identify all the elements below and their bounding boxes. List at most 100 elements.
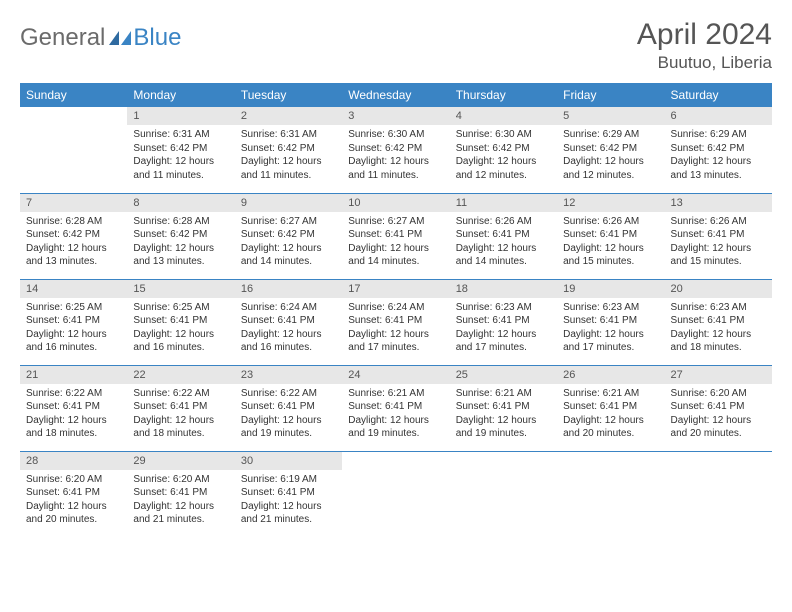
day-details: Sunrise: 6:26 AMSunset: 6:41 PMDaylight:…	[557, 212, 664, 273]
day-number: 26	[557, 366, 664, 384]
day-details: Sunrise: 6:29 AMSunset: 6:42 PMDaylight:…	[665, 125, 772, 186]
calendar-day-cell: 9Sunrise: 6:27 AMSunset: 6:42 PMDaylight…	[235, 193, 342, 279]
calendar-day-cell: 24Sunrise: 6:21 AMSunset: 6:41 PMDayligh…	[342, 365, 449, 451]
day-number: 23	[235, 366, 342, 384]
day-number: 6	[665, 107, 772, 125]
calendar-empty-cell	[665, 451, 772, 537]
day-details: Sunrise: 6:26 AMSunset: 6:41 PMDaylight:…	[665, 212, 772, 273]
weekday-header: Saturday	[665, 83, 772, 107]
calendar-day-cell: 28Sunrise: 6:20 AMSunset: 6:41 PMDayligh…	[20, 451, 127, 537]
day-number: 17	[342, 280, 449, 298]
header: General Blue April 2024 Buutuo, Liberia	[20, 18, 772, 73]
day-number: 5	[557, 107, 664, 125]
day-number: 12	[557, 194, 664, 212]
day-details: Sunrise: 6:31 AMSunset: 6:42 PMDaylight:…	[127, 125, 234, 186]
calendar-day-cell: 2Sunrise: 6:31 AMSunset: 6:42 PMDaylight…	[235, 107, 342, 193]
day-details: Sunrise: 6:20 AMSunset: 6:41 PMDaylight:…	[127, 470, 234, 531]
calendar-page: General Blue April 2024 Buutuo, Liberia …	[0, 0, 792, 555]
calendar-day-cell: 17Sunrise: 6:24 AMSunset: 6:41 PMDayligh…	[342, 279, 449, 365]
day-number: 13	[665, 194, 772, 212]
day-number: 22	[127, 366, 234, 384]
calendar-week-row: 14Sunrise: 6:25 AMSunset: 6:41 PMDayligh…	[20, 279, 772, 365]
day-details: Sunrise: 6:22 AMSunset: 6:41 PMDaylight:…	[127, 384, 234, 445]
location: Buutuo, Liberia	[637, 53, 772, 73]
month-title: April 2024	[637, 18, 772, 52]
weekday-header-row: Sunday Monday Tuesday Wednesday Thursday…	[20, 83, 772, 107]
day-details: Sunrise: 6:21 AMSunset: 6:41 PMDaylight:…	[557, 384, 664, 445]
day-details: Sunrise: 6:31 AMSunset: 6:42 PMDaylight:…	[235, 125, 342, 186]
day-number: 10	[342, 194, 449, 212]
day-number: 14	[20, 280, 127, 298]
calendar-day-cell: 23Sunrise: 6:22 AMSunset: 6:41 PMDayligh…	[235, 365, 342, 451]
calendar-empty-cell	[20, 107, 127, 193]
logo: General Blue	[20, 24, 181, 52]
day-details: Sunrise: 6:28 AMSunset: 6:42 PMDaylight:…	[20, 212, 127, 273]
calendar-day-cell: 26Sunrise: 6:21 AMSunset: 6:41 PMDayligh…	[557, 365, 664, 451]
calendar-day-cell: 4Sunrise: 6:30 AMSunset: 6:42 PMDaylight…	[450, 107, 557, 193]
day-details: Sunrise: 6:22 AMSunset: 6:41 PMDaylight:…	[20, 384, 127, 445]
day-number: 21	[20, 366, 127, 384]
day-details: Sunrise: 6:22 AMSunset: 6:41 PMDaylight:…	[235, 384, 342, 445]
day-number: 3	[342, 107, 449, 125]
day-number: 30	[235, 452, 342, 470]
day-number: 27	[665, 366, 772, 384]
day-details: Sunrise: 6:23 AMSunset: 6:41 PMDaylight:…	[665, 298, 772, 359]
day-number: 2	[235, 107, 342, 125]
day-number: 11	[450, 194, 557, 212]
calendar-day-cell: 22Sunrise: 6:22 AMSunset: 6:41 PMDayligh…	[127, 365, 234, 451]
calendar-empty-cell	[450, 451, 557, 537]
day-details: Sunrise: 6:25 AMSunset: 6:41 PMDaylight:…	[127, 298, 234, 359]
weekday-header: Thursday	[450, 83, 557, 107]
day-number: 8	[127, 194, 234, 212]
weekday-header: Monday	[127, 83, 234, 107]
calendar-day-cell: 20Sunrise: 6:23 AMSunset: 6:41 PMDayligh…	[665, 279, 772, 365]
weekday-header: Friday	[557, 83, 664, 107]
logo-sail-icon	[109, 31, 131, 45]
calendar-week-row: 28Sunrise: 6:20 AMSunset: 6:41 PMDayligh…	[20, 451, 772, 537]
day-number: 4	[450, 107, 557, 125]
day-details: Sunrise: 6:30 AMSunset: 6:42 PMDaylight:…	[450, 125, 557, 186]
day-number: 16	[235, 280, 342, 298]
calendar-day-cell: 18Sunrise: 6:23 AMSunset: 6:41 PMDayligh…	[450, 279, 557, 365]
calendar-empty-cell	[342, 451, 449, 537]
calendar-week-row: 21Sunrise: 6:22 AMSunset: 6:41 PMDayligh…	[20, 365, 772, 451]
calendar-day-cell: 11Sunrise: 6:26 AMSunset: 6:41 PMDayligh…	[450, 193, 557, 279]
day-details: Sunrise: 6:24 AMSunset: 6:41 PMDaylight:…	[342, 298, 449, 359]
calendar-day-cell: 19Sunrise: 6:23 AMSunset: 6:41 PMDayligh…	[557, 279, 664, 365]
day-details: Sunrise: 6:29 AMSunset: 6:42 PMDaylight:…	[557, 125, 664, 186]
calendar-day-cell: 14Sunrise: 6:25 AMSunset: 6:41 PMDayligh…	[20, 279, 127, 365]
title-block: April 2024 Buutuo, Liberia	[637, 18, 772, 73]
calendar-day-cell: 25Sunrise: 6:21 AMSunset: 6:41 PMDayligh…	[450, 365, 557, 451]
calendar-day-cell: 16Sunrise: 6:24 AMSunset: 6:41 PMDayligh…	[235, 279, 342, 365]
day-number: 15	[127, 280, 234, 298]
calendar-empty-cell	[557, 451, 664, 537]
day-number: 25	[450, 366, 557, 384]
calendar-day-cell: 10Sunrise: 6:27 AMSunset: 6:41 PMDayligh…	[342, 193, 449, 279]
calendar-day-cell: 5Sunrise: 6:29 AMSunset: 6:42 PMDaylight…	[557, 107, 664, 193]
calendar-week-row: 7Sunrise: 6:28 AMSunset: 6:42 PMDaylight…	[20, 193, 772, 279]
day-number: 19	[557, 280, 664, 298]
calendar-day-cell: 6Sunrise: 6:29 AMSunset: 6:42 PMDaylight…	[665, 107, 772, 193]
day-details: Sunrise: 6:30 AMSunset: 6:42 PMDaylight:…	[342, 125, 449, 186]
calendar-day-cell: 7Sunrise: 6:28 AMSunset: 6:42 PMDaylight…	[20, 193, 127, 279]
day-number: 7	[20, 194, 127, 212]
calendar-day-cell: 21Sunrise: 6:22 AMSunset: 6:41 PMDayligh…	[20, 365, 127, 451]
day-number: 18	[450, 280, 557, 298]
calendar-day-cell: 15Sunrise: 6:25 AMSunset: 6:41 PMDayligh…	[127, 279, 234, 365]
day-details: Sunrise: 6:27 AMSunset: 6:42 PMDaylight:…	[235, 212, 342, 273]
day-details: Sunrise: 6:20 AMSunset: 6:41 PMDaylight:…	[665, 384, 772, 445]
weekday-header: Wednesday	[342, 83, 449, 107]
day-details: Sunrise: 6:24 AMSunset: 6:41 PMDaylight:…	[235, 298, 342, 359]
day-details: Sunrise: 6:21 AMSunset: 6:41 PMDaylight:…	[450, 384, 557, 445]
calendar-day-cell: 8Sunrise: 6:28 AMSunset: 6:42 PMDaylight…	[127, 193, 234, 279]
day-details: Sunrise: 6:23 AMSunset: 6:41 PMDaylight:…	[557, 298, 664, 359]
day-details: Sunrise: 6:25 AMSunset: 6:41 PMDaylight:…	[20, 298, 127, 359]
day-details: Sunrise: 6:26 AMSunset: 6:41 PMDaylight:…	[450, 212, 557, 273]
logo-text-blue: Blue	[133, 24, 181, 52]
day-details: Sunrise: 6:23 AMSunset: 6:41 PMDaylight:…	[450, 298, 557, 359]
weekday-header: Sunday	[20, 83, 127, 107]
calendar-day-cell: 1Sunrise: 6:31 AMSunset: 6:42 PMDaylight…	[127, 107, 234, 193]
day-number: 24	[342, 366, 449, 384]
day-number: 9	[235, 194, 342, 212]
calendar-day-cell: 13Sunrise: 6:26 AMSunset: 6:41 PMDayligh…	[665, 193, 772, 279]
